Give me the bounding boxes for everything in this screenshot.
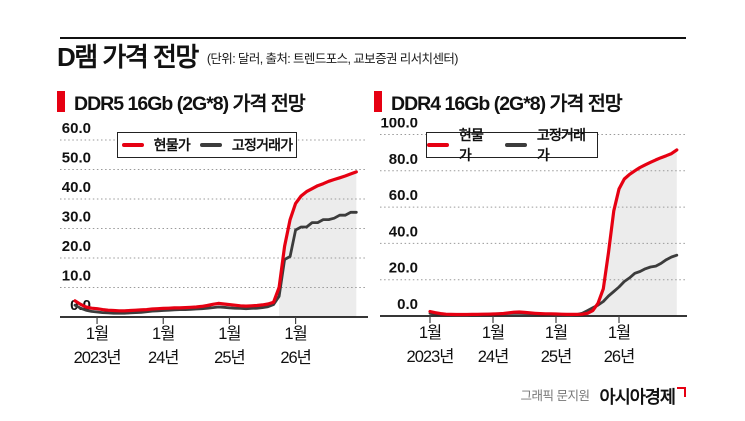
page-title: D램 가격 전망 <box>57 42 199 72</box>
svg-text:1월: 1월 <box>608 323 630 342</box>
svg-text:60.0: 60.0 <box>62 120 91 137</box>
ddr5-panel-header: DDR5 16Gb (2G*8) 가격 전망 <box>57 89 306 115</box>
svg-text:100.0: 100.0 <box>380 118 418 132</box>
ddr5-legend: 현물가 고정거래가 <box>117 132 297 158</box>
contract-price-line-swatch-icon <box>199 142 222 148</box>
footer: 그래픽 문지원 아시아경제 <box>521 385 686 406</box>
svg-text:40.0: 40.0 <box>389 223 418 240</box>
svg-text:26년: 26년 <box>280 348 311 367</box>
header: D램 가격 전망 (단위: 달러, 출처: 트렌드포스, 교보증권 리서치센터) <box>57 44 458 70</box>
svg-text:26년: 26년 <box>604 347 635 366</box>
svg-text:80.0: 80.0 <box>389 151 418 168</box>
svg-text:2023년: 2023년 <box>407 347 454 366</box>
ddr4-chart-title: DDR4 16Gb (2G*8) 가격 전망 <box>391 92 623 115</box>
asiae-logo-mark-icon <box>677 387 686 397</box>
red-accent-bar-icon <box>374 90 382 112</box>
svg-text:1월: 1월 <box>152 324 174 343</box>
spot-price-line-swatch-icon <box>121 142 144 148</box>
svg-text:1월: 1월 <box>284 324 306 343</box>
graphic-credit: 그래픽 문지원 <box>520 389 590 403</box>
ddr5-price-chart: 0.010.020.030.040.050.060.01월2023년1월24년1… <box>60 120 368 367</box>
svg-text:2023년: 2023년 <box>74 348 121 367</box>
svg-text:20.0: 20.0 <box>389 260 418 277</box>
spot-price-legend-label: 현물가 <box>153 137 191 153</box>
ddr4-panel-header: DDR4 16Gb (2G*8) 가격 전망 <box>374 89 623 115</box>
svg-text:25년: 25년 <box>214 348 245 367</box>
page-subtitle: (단위: 달러, 출처: 트렌드포스, 교보증권 리서치센터) <box>206 52 459 66</box>
ddr4-legend: 현물가 고정거래가 <box>426 127 598 163</box>
svg-text:10.0: 10.0 <box>62 268 91 285</box>
svg-text:1월: 1월 <box>86 324 108 343</box>
svg-text:0.0: 0.0 <box>397 296 418 313</box>
spot-price-line-swatch-icon <box>427 142 449 148</box>
svg-text:50.0: 50.0 <box>62 150 91 167</box>
svg-text:1월: 1월 <box>419 323 441 342</box>
contract-price-legend-label: 고정거래가 <box>231 137 293 153</box>
contract-price-legend-label: 고정거래가 <box>536 127 586 163</box>
red-accent-bar-icon <box>57 90 65 112</box>
svg-text:60.0: 60.0 <box>389 187 418 204</box>
svg-text:24년: 24년 <box>478 347 509 366</box>
svg-text:24년: 24년 <box>148 348 179 367</box>
contract-price-line-swatch-icon <box>504 142 527 148</box>
svg-text:30.0: 30.0 <box>62 209 91 226</box>
svg-text:1월: 1월 <box>218 324 240 343</box>
ddr4-price-chart: 0.0 20.0 40.0 60.0 80.0 100.0 1월 2023년 1월 24년 1월 25… <box>380 118 687 366</box>
svg-text:20.0: 20.0 <box>62 238 91 255</box>
ddr5-chart-title: DDR5 16Gb (2G*8) 가격 전망 <box>74 92 306 115</box>
svg-text:25년: 25년 <box>541 347 572 366</box>
svg-text:1월: 1월 <box>545 323 567 342</box>
brand-logotype: 아시아경제 <box>599 386 676 407</box>
top-rule-divider <box>60 37 686 39</box>
svg-text:40.0: 40.0 <box>62 179 91 196</box>
svg-text:1월: 1월 <box>482 323 504 342</box>
spot-price-legend-label: 현물가 <box>458 127 484 163</box>
